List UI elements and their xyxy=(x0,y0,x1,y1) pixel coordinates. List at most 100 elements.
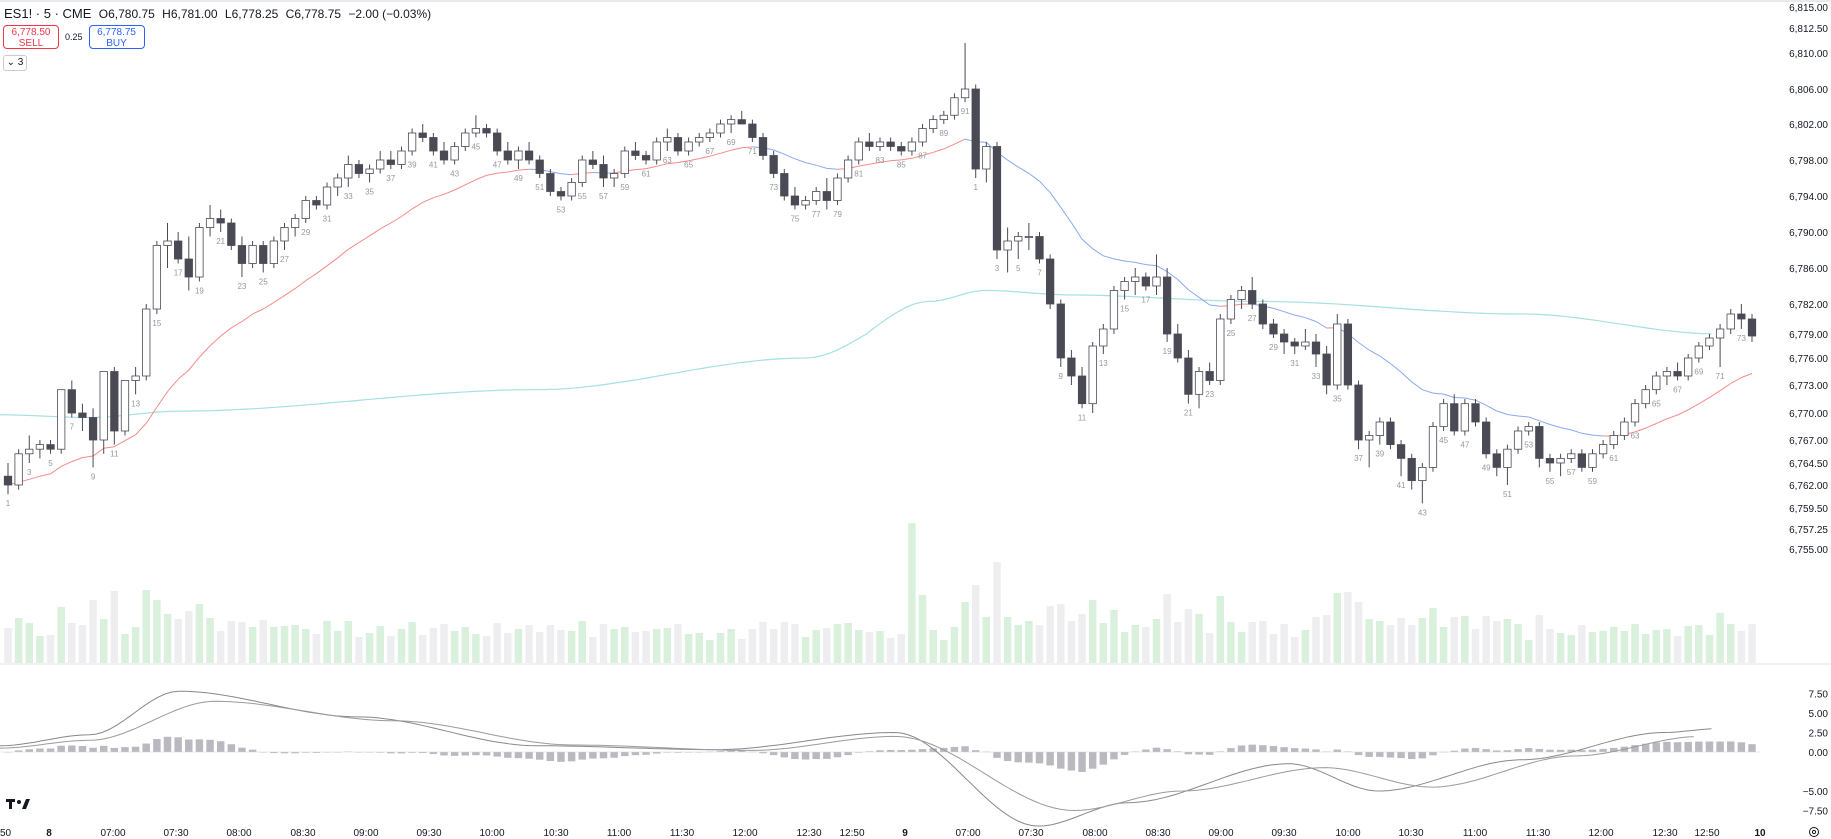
volume-bar xyxy=(1216,596,1225,663)
price-tick-label: 6,773.00 xyxy=(1789,381,1828,392)
macd-histogram-bar xyxy=(1407,752,1416,760)
macd-histogram-bar xyxy=(1035,752,1044,764)
volume-bar xyxy=(1365,619,1373,663)
macd-tick-label: −7.50 xyxy=(1803,807,1829,818)
candle-body xyxy=(631,150,640,156)
volume-bar xyxy=(153,600,161,663)
ma-fast-segment xyxy=(1656,418,1668,424)
ma-fast-segment xyxy=(1560,427,1572,431)
macd-histogram-bar xyxy=(78,745,87,752)
bar-count-label: 63 xyxy=(663,156,672,165)
time-tick-label: 11:30 xyxy=(1526,828,1551,839)
volume-bar xyxy=(185,611,193,663)
candle-body xyxy=(333,177,342,188)
ma-fast-segment xyxy=(443,189,455,195)
macd-histogram-bar xyxy=(1163,749,1171,752)
ma-fast-segment xyxy=(273,295,285,303)
candle-body xyxy=(1567,453,1576,459)
bar-count-label: 53 xyxy=(1524,441,1533,450)
macd-histogram-bar xyxy=(121,747,129,752)
bar-count-label: 83 xyxy=(876,156,885,165)
volume-bar xyxy=(738,639,746,663)
ma-fast-segment xyxy=(1719,383,1731,392)
macd-histogram-bar xyxy=(1641,743,1650,752)
candle-body xyxy=(1120,281,1129,291)
macd-histogram-bar xyxy=(280,752,289,754)
candle-body xyxy=(524,150,534,161)
time-tick-label: 09:00 xyxy=(353,828,378,839)
volume-bar xyxy=(950,627,959,663)
bar-count-label: 21 xyxy=(1184,409,1193,418)
volume-bar xyxy=(1599,631,1607,663)
macd-histogram-bar xyxy=(1088,752,1097,769)
volume-bar xyxy=(1652,630,1661,663)
macd-histogram-bar xyxy=(472,752,480,756)
bar-count-label: 11 xyxy=(110,450,119,459)
volume-bar xyxy=(280,626,289,663)
candle-body xyxy=(812,191,821,201)
macd-histogram-bar xyxy=(791,752,799,760)
symbol-header: ES1! · 5 · CME O6,780.75 H6,781.00 L6,77… xyxy=(4,6,431,21)
macd-histogram-bar xyxy=(1078,752,1086,772)
tradingview-logo-icon[interactable] xyxy=(6,797,32,811)
volume-bar xyxy=(780,622,789,663)
ma-fast-segment xyxy=(358,235,370,243)
ma-fast-segment xyxy=(1390,363,1402,373)
ma-fast-segment xyxy=(773,149,785,155)
volume-bar xyxy=(610,629,618,663)
ma-fast-segment xyxy=(220,327,232,337)
indicators-toggle[interactable]: ⌄ 3 xyxy=(3,55,27,71)
candle-body xyxy=(1248,290,1257,305)
candle-body xyxy=(1216,318,1225,381)
ma-fast-segment xyxy=(560,173,572,176)
volume-bar xyxy=(876,631,884,663)
buy-button[interactable]: 6,778.75 BUY xyxy=(88,25,145,49)
price-tick-label: 6,782.00 xyxy=(1789,300,1828,311)
bar-count-label: 51 xyxy=(1503,490,1512,499)
volume-bar xyxy=(1482,616,1490,663)
candle-body xyxy=(737,119,746,125)
gear-icon[interactable] xyxy=(1808,826,1820,838)
volume-bar xyxy=(525,625,533,663)
volume-bar xyxy=(1195,614,1203,663)
ma-fast-segment xyxy=(1592,434,1604,437)
ma-fast-segment xyxy=(1454,397,1465,399)
volume-bar xyxy=(110,591,119,663)
ma-fast-segment xyxy=(475,174,487,181)
volume-bar xyxy=(652,629,661,663)
macd-histogram-bar xyxy=(1524,748,1533,752)
macd-histogram-bar xyxy=(461,752,469,756)
volume-bar xyxy=(801,637,810,663)
sell-button[interactable]: 6,778.50 SELL xyxy=(3,25,59,49)
volume-bar xyxy=(1429,608,1437,663)
candle-body xyxy=(1694,345,1703,359)
volume-bar xyxy=(1312,617,1320,663)
ma-fast-segment xyxy=(92,447,104,457)
buy-price: 6,778.75 xyxy=(97,27,136,38)
candle-body xyxy=(1163,276,1172,335)
ma-fast-segment xyxy=(1634,427,1646,433)
volume-bar xyxy=(408,622,416,663)
macd-histogram-bar xyxy=(110,747,119,752)
bar-count-label: 37 xyxy=(1354,454,1363,463)
candle-body xyxy=(1194,371,1204,395)
candle-body xyxy=(35,444,45,450)
symbol-title[interactable]: ES1! · 5 · CME xyxy=(4,6,92,21)
volume-bar xyxy=(1142,627,1150,663)
volume-bar xyxy=(1280,624,1288,663)
volume-bar xyxy=(238,622,246,663)
volume-bar xyxy=(216,631,225,663)
candle-body xyxy=(684,141,693,152)
macd-histogram-bar xyxy=(1195,752,1203,755)
candle-body xyxy=(1662,371,1672,377)
bar-count-label: 41 xyxy=(1397,481,1406,490)
candle-body xyxy=(1396,444,1406,459)
volume-bar xyxy=(46,635,55,663)
time-tick-label: 12:30 xyxy=(796,828,821,839)
ma-fast-segment xyxy=(1400,371,1413,383)
macd-histogram-bar xyxy=(1280,747,1288,752)
volume-bar xyxy=(376,626,384,663)
candle-body xyxy=(1684,357,1693,377)
ma-fast-segment xyxy=(507,169,519,173)
